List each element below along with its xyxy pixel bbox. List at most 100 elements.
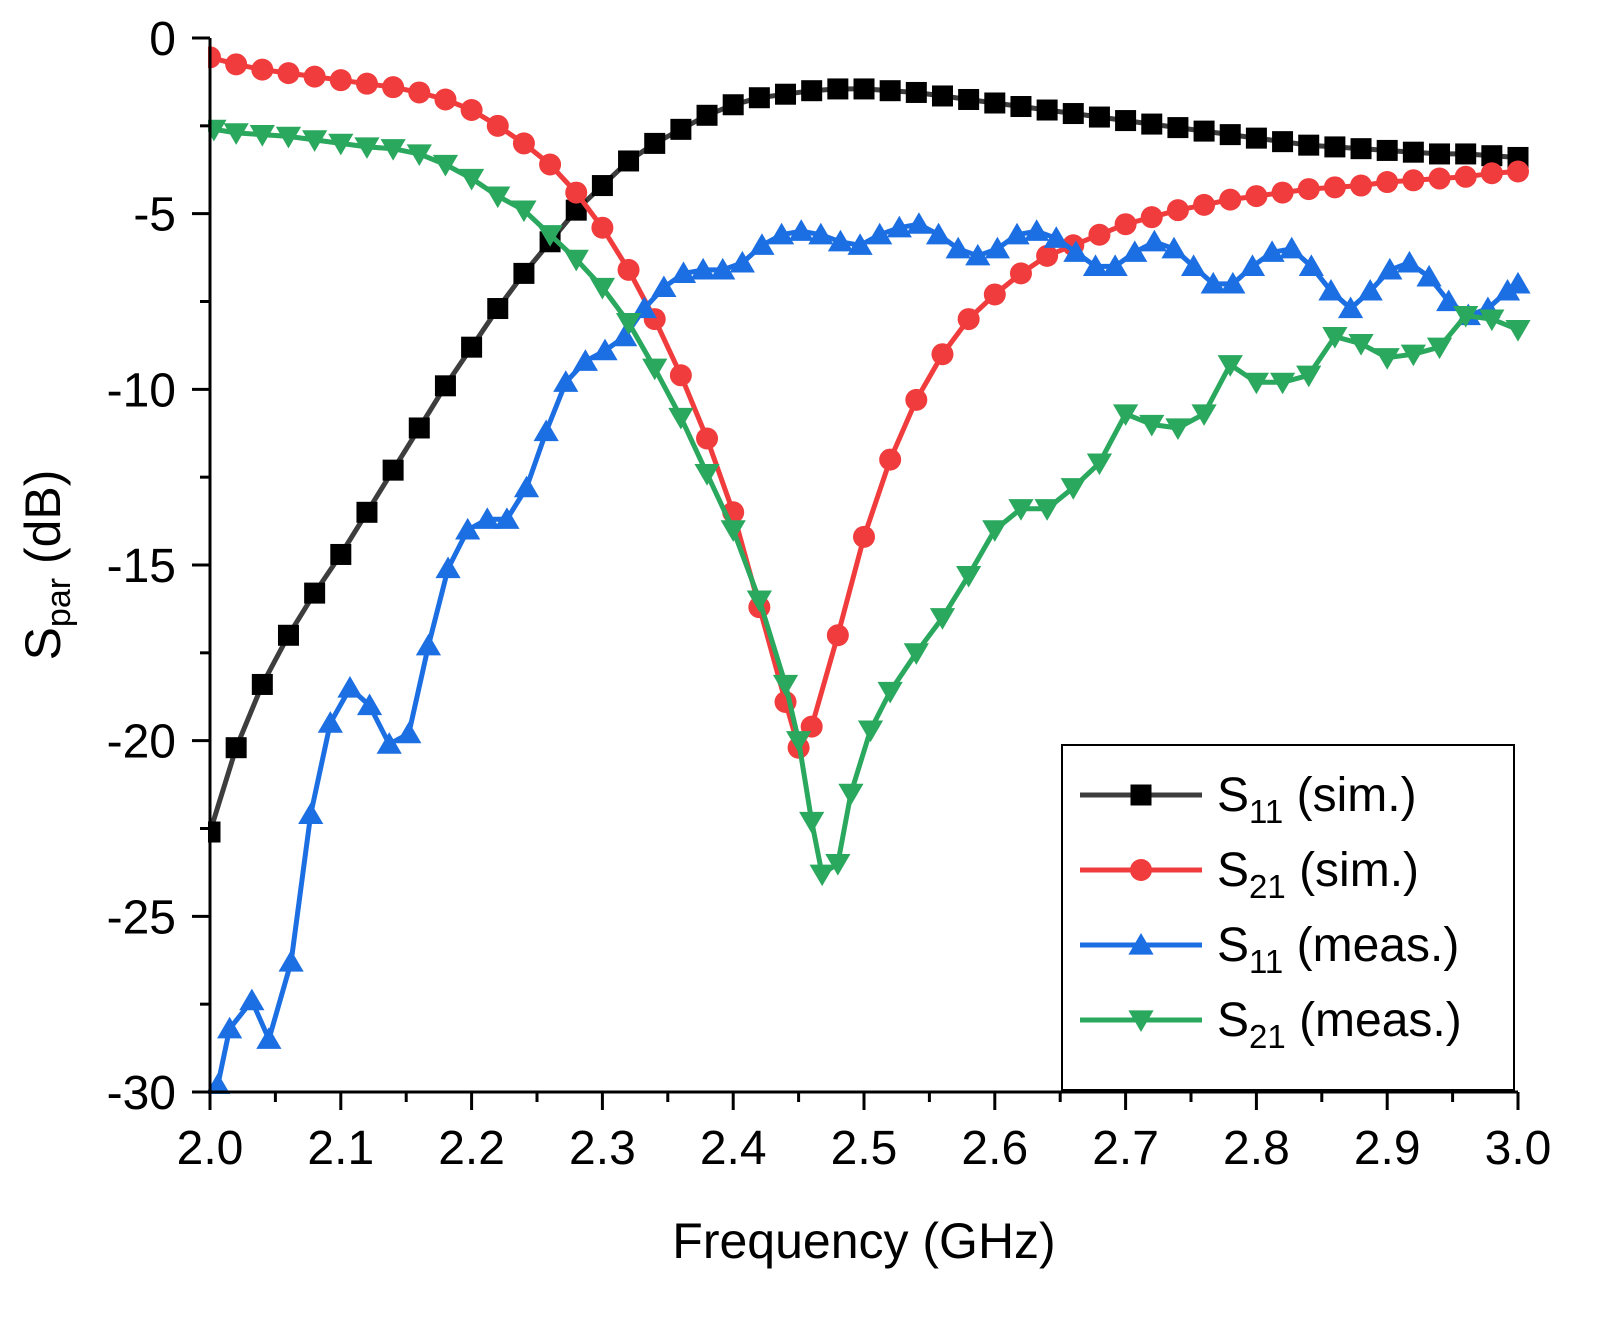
data-point-triangle-down [485,186,511,209]
data-point-triangle-down [249,125,275,147]
data-point-triangle-up [435,556,461,579]
legend-item: S11 (meas.) [1080,919,1459,980]
data-point-triangle-up [533,419,559,442]
data-point-triangle-up [945,236,971,259]
x-axis-ticks: 2.0 2.1 2.2 2.3 2.4 2.5 2.6 2.7 2.8 2.9 3.0 [177,1092,1552,1175]
data-point-circle [1428,167,1451,190]
data-point-triangle-down [563,249,589,272]
data-point-square [1455,143,1477,165]
data-point-triangle-down [799,811,825,834]
data-point-triangle-down [825,854,851,876]
data-point-triangle-up [1102,254,1128,276]
data-point-square [1115,110,1137,132]
data-point-square [931,85,953,107]
data-point-circle [669,364,692,387]
y-tick-label: -30 [107,1067,176,1120]
data-point-triangle-up [1505,271,1531,294]
data-point-triangle-up [1141,229,1167,252]
data-point-triangle-up [1200,271,1226,294]
data-point-triangle-up [1416,264,1442,287]
data-point-triangle-down [982,520,1008,542]
data-point-triangle-down [1113,404,1139,426]
legend-label-rest: (meas.) [1286,994,1462,1047]
data-point-circle [879,448,902,471]
data-point-circle [853,525,875,548]
data-point-circle [696,427,719,450]
data-point-triangle-up [1122,240,1148,262]
data-point-triangle-up [553,370,579,392]
data-point-triangle-down [615,312,642,335]
data-point-triangle-down [1400,344,1426,367]
series-s21-sim [208,46,1529,759]
data-point-triangle-up [631,296,657,319]
data-point-triangle-down [1426,337,1453,360]
legend-label-subscript: 11 [1249,793,1283,830]
data-point-triangle-down [809,864,835,887]
data-point-triangle-down [668,407,694,430]
data-point-square [1219,124,1241,146]
legend-label-main: S [1217,994,1249,1047]
data-point-square [879,80,901,102]
data-point-square [277,624,299,646]
data-point-circle [1454,165,1477,188]
data-point-triangle-up [474,507,500,529]
data-point-triangle-up [1259,240,1285,262]
data-point-square [1036,99,1058,121]
data-point-square [1324,136,1346,158]
data-point-triangle-up [1043,226,1069,248]
data-point-triangle-down [354,137,380,159]
data-point-triangle-up [1357,278,1383,301]
data-point-triangle-up [1396,250,1423,273]
data-point-square [696,104,718,126]
y-tick-label: -25 [107,891,176,944]
data-point-square [853,78,875,100]
data-point-circle [1323,176,1346,199]
data-point-triangle-up [337,675,363,698]
data-point-triangle-down [903,643,929,665]
data-point-circle [957,308,980,331]
data-point-triangle-up [317,711,343,733]
legend-marker-square [1130,784,1152,806]
x-tick-label: 2.9 [1354,1122,1421,1175]
data-point-triangle-up [1004,222,1030,245]
data-point-square [1088,106,1110,128]
x-tick-label: 3.0 [1485,1122,1552,1175]
data-point-triangle-up [1161,236,1187,259]
data-point-square [382,459,404,481]
data-point-circle [1088,223,1111,246]
data-point-triangle-down [877,681,903,704]
data-point-triangle-down [1269,372,1296,395]
x-tick-label: 2.4 [700,1122,767,1175]
data-point-triangle-up [1298,254,1324,276]
data-point-square [1272,131,1294,153]
data-point-circle [1114,213,1137,236]
data-point-circle [1271,181,1294,204]
data-point-circle [1193,193,1216,216]
data-point-square [565,199,587,221]
data-point-triangle-up [1318,278,1344,301]
legend-label-rest: (meas.) [1283,919,1459,972]
data-point-triangle-up [1239,254,1266,276]
y-axis-ticks: 0 -5 -10 -15 -20 -25 -30 [107,13,210,1120]
data-point-square [251,673,273,695]
data-point-square [1193,120,1215,142]
data-point-triangle-up [906,212,932,234]
series-line [209,54,1519,751]
data-point-square [1376,139,1398,161]
data-point-circle [408,81,431,104]
data-point-square [1245,127,1267,149]
data-point-square [591,175,613,197]
data-point-triangle-up [847,233,873,255]
data-point-triangle-up [513,475,540,498]
data-point-triangle-up [278,950,304,972]
legend-label: S11 (sim.) [1217,769,1417,830]
data-point-triangle-down [537,225,563,247]
data-point-triangle-down [1453,305,1479,328]
data-point-triangle-up [455,517,481,540]
data-point-triangle-up [592,338,618,361]
data-point-square [644,132,666,154]
data-point-triangle-up [651,275,677,298]
legend-marker-triangle-down [1128,1010,1154,1032]
x-tick-label: 2.6 [961,1122,1028,1175]
